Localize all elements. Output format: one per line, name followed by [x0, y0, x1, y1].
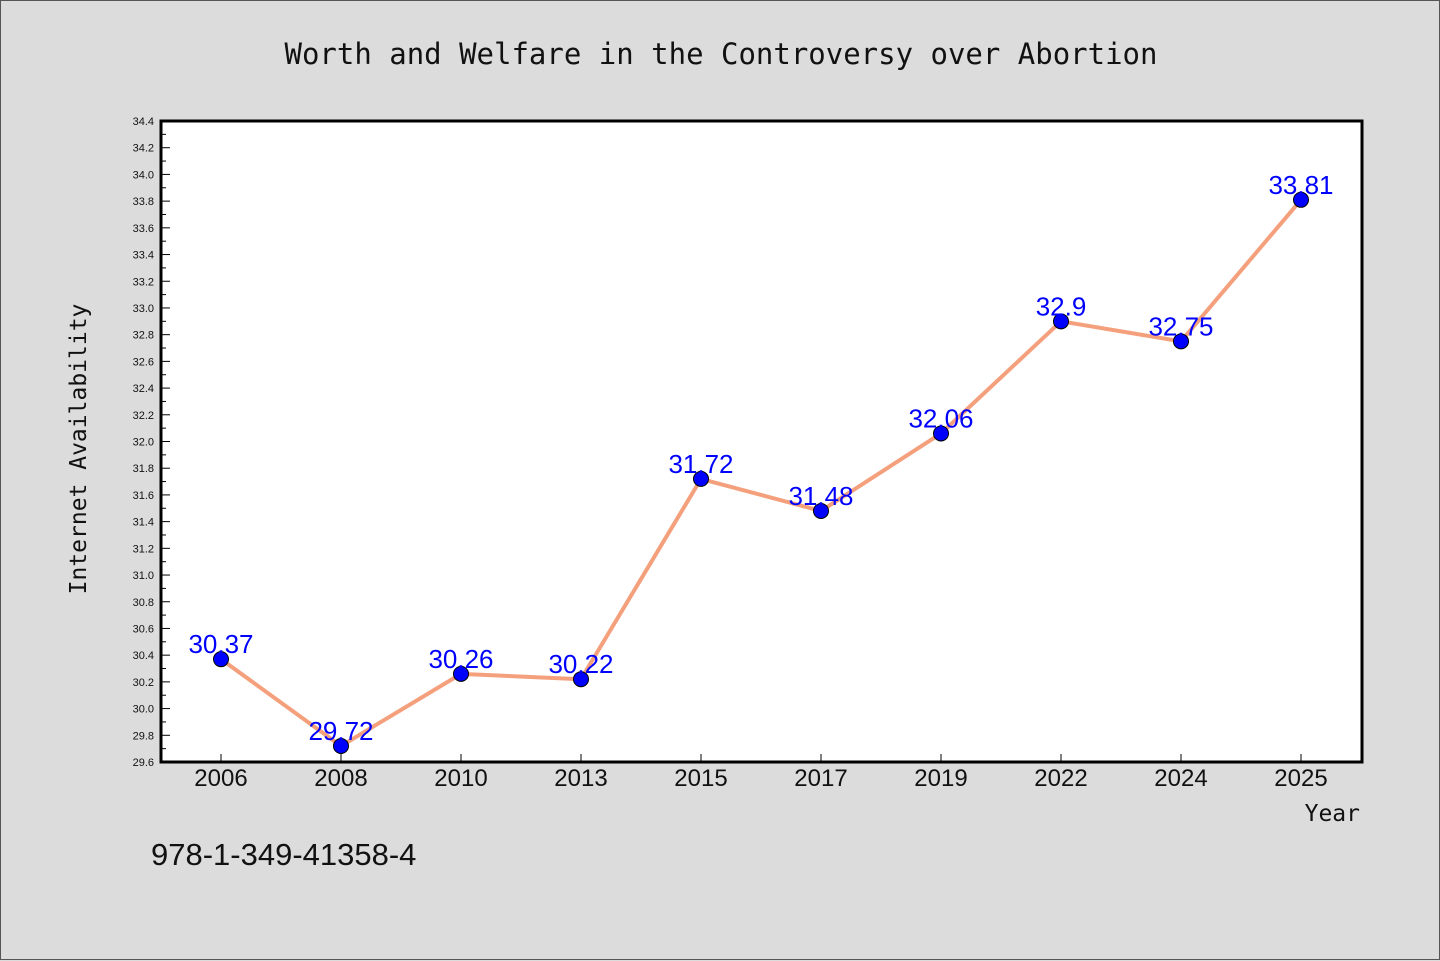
x-tick-label: 2017: [794, 765, 847, 792]
y-tick-label: 30.4: [133, 650, 154, 662]
data-point: [1173, 333, 1189, 350]
y-tick-label: 31.8: [133, 463, 154, 475]
x-axis-label: Year: [1305, 801, 1360, 827]
data-label: 32.06: [908, 403, 973, 433]
y-tick-label: 30.8: [133, 597, 154, 609]
chart-title: Worth and Welfare in the Controversy ove…: [285, 37, 1158, 71]
x-tick-label: 2019: [914, 765, 967, 792]
y-tick-label: 32.4: [133, 383, 154, 395]
x-tick-label: 2008: [314, 765, 367, 792]
data-point: [1293, 191, 1309, 208]
data-label: 29.72: [308, 716, 373, 746]
data-label: 33.81: [1268, 170, 1333, 200]
data-label: 30.26: [428, 644, 493, 674]
y-tick-label: 32.2: [133, 410, 154, 422]
y-axis: 29.6 29.8 30.0 30.2 30.4 30.6 30.8 31.0 31.2 31.4…: [133, 116, 170, 769]
y-tick-label: 33.8: [133, 196, 154, 208]
data-label: 32.9: [1036, 291, 1087, 321]
y-tick-label: 34.0: [133, 169, 154, 181]
x-tick-label: 2013: [554, 765, 607, 792]
data-point: [1053, 313, 1069, 330]
data-point: [813, 502, 829, 519]
data-labels: 30.37 29.72 30.26 30.22 31.72 31.48 32.06 32.9 3…: [188, 170, 1333, 746]
y-tick-label: 29.8: [133, 730, 154, 742]
y-tick-label: 30.6: [133, 623, 154, 635]
data-point: [693, 470, 709, 487]
y-tick-label: 31.6: [133, 490, 154, 502]
data-point: [573, 671, 589, 688]
data-point: [453, 665, 469, 682]
series-markers: [213, 191, 1309, 754]
y-tick-label: 30.2: [133, 677, 154, 689]
plot-area: [159, 119, 1364, 764]
y-tick-label: 30.0: [133, 704, 154, 716]
y-axis-label: Internet Availability: [66, 304, 92, 595]
x-tick-label: 2022: [1034, 765, 1087, 792]
data-label: 30.37: [188, 629, 253, 659]
y-tick-label: 31.2: [133, 543, 154, 555]
y-tick-label: 33.2: [133, 276, 154, 288]
y-tick-label: 31.0: [133, 570, 154, 582]
x-tick-label: 2025: [1274, 765, 1327, 792]
isbn-annotation: 978-1-349-41358-4: [151, 837, 416, 872]
y-tick-label: 32.8: [133, 330, 154, 342]
x-tick-label: 2010: [434, 765, 487, 792]
data-label: 32.75: [1148, 311, 1213, 341]
x-tick-label: 2006: [194, 765, 247, 792]
data-point: [933, 425, 949, 442]
y-tick-label: 34.4: [133, 116, 154, 128]
y-tick-label: 33.4: [133, 250, 154, 262]
y-tick-label: 33.6: [133, 223, 154, 235]
y-tick-label: 32.0: [133, 437, 154, 449]
y-tick-label: 32.6: [133, 356, 154, 368]
y-tick-label: 29.6: [133, 757, 154, 769]
x-tick-label: 2024: [1154, 765, 1207, 792]
data-label: 31.72: [668, 449, 733, 479]
data-label: 31.48: [788, 481, 853, 511]
series-line: [219, 198, 1303, 748]
x-tick-label: 2015: [674, 765, 727, 792]
y-tick-label: 31.4: [133, 517, 154, 529]
x-axis: 2006 2008 2010 2013 2015 2017 2019 2022 2024 2025: [194, 754, 1328, 792]
data-label: 30.22: [548, 649, 613, 679]
y-tick-label: 33.0: [133, 303, 154, 315]
data-point: [333, 737, 349, 754]
y-tick-label: 34.2: [133, 143, 154, 155]
data-point: [213, 651, 229, 668]
